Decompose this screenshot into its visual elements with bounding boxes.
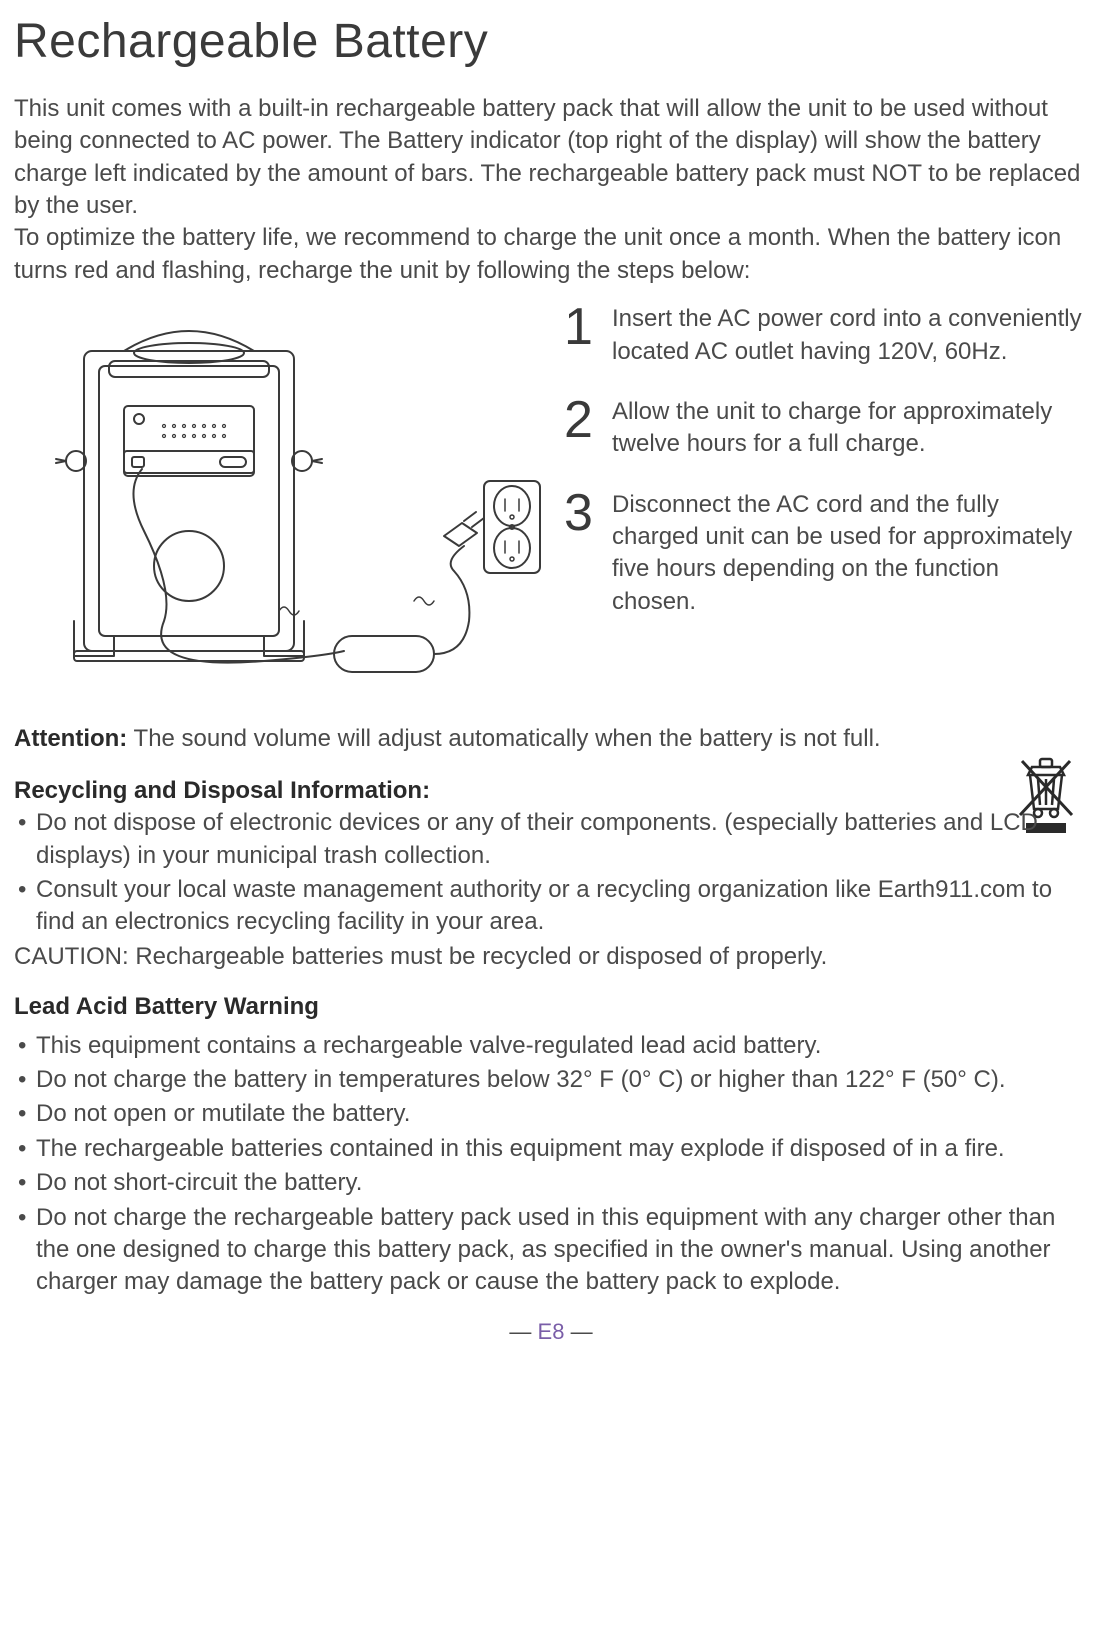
step-2: 2 Allow the unit to charge for approxima… <box>564 394 1088 461</box>
device-diagram <box>14 301 554 700</box>
step-number: 2 <box>564 394 598 461</box>
leadacid-item: Do not open or mutilate the battery. <box>14 1098 1088 1130</box>
recycling-item: Consult your local waste management auth… <box>14 874 1088 939</box>
leadacid-heading: Lead Acid Battery Warning <box>14 991 1088 1023</box>
leadacid-item: Do not charge the battery in temperature… <box>14 1064 1088 1096</box>
step-text: Allow the unit to charge for approximate… <box>612 394 1088 461</box>
leadacid-item: The rechargeable batteries contained in … <box>14 1133 1088 1165</box>
step-text: Disconnect the AC cord and the fully cha… <box>612 487 1088 619</box>
page-title: Rechargeable Battery <box>14 10 1088 75</box>
recycling-section: Recycling and Disposal Information: Do n… <box>14 775 1088 973</box>
step-1: 1 Insert the AC power cord into a conven… <box>564 301 1088 368</box>
leadacid-item: This equipment contains a rechargeable v… <box>14 1030 1088 1062</box>
step-number: 3 <box>564 487 598 619</box>
page-number: E8 <box>538 1319 565 1344</box>
attention-note: Attention: The sound volume will adjust … <box>14 723 1088 755</box>
leadacid-section: Lead Acid Battery Warning This equipment… <box>14 991 1088 1299</box>
intro-paragraph: This unit comes with a built-in recharge… <box>14 93 1088 287</box>
step-number: 1 <box>564 301 598 368</box>
step-list: 1 Insert the AC power cord into a conven… <box>564 301 1088 644</box>
recycling-item: Do not dispose of electronic devices or … <box>14 807 1088 872</box>
attention-label: Attention: <box>14 725 127 752</box>
footer-dash: — <box>509 1319 537 1344</box>
step-3: 3 Disconnect the AC cord and the fully c… <box>564 487 1088 619</box>
recycling-heading: Recycling and Disposal Information: <box>14 775 1088 807</box>
footer-dash: — <box>564 1319 592 1344</box>
recycling-caution: CAUTION: Rechargeable batteries must be … <box>14 941 1088 973</box>
leadacid-item: Do not charge the rechargeable battery p… <box>14 1202 1088 1299</box>
step-text: Insert the AC power cord into a convenie… <box>612 301 1088 368</box>
attention-text: The sound volume will adjust automatical… <box>127 725 880 752</box>
page-footer: — E8 — <box>14 1317 1088 1347</box>
leadacid-item: Do not short-circuit the battery. <box>14 1167 1088 1199</box>
